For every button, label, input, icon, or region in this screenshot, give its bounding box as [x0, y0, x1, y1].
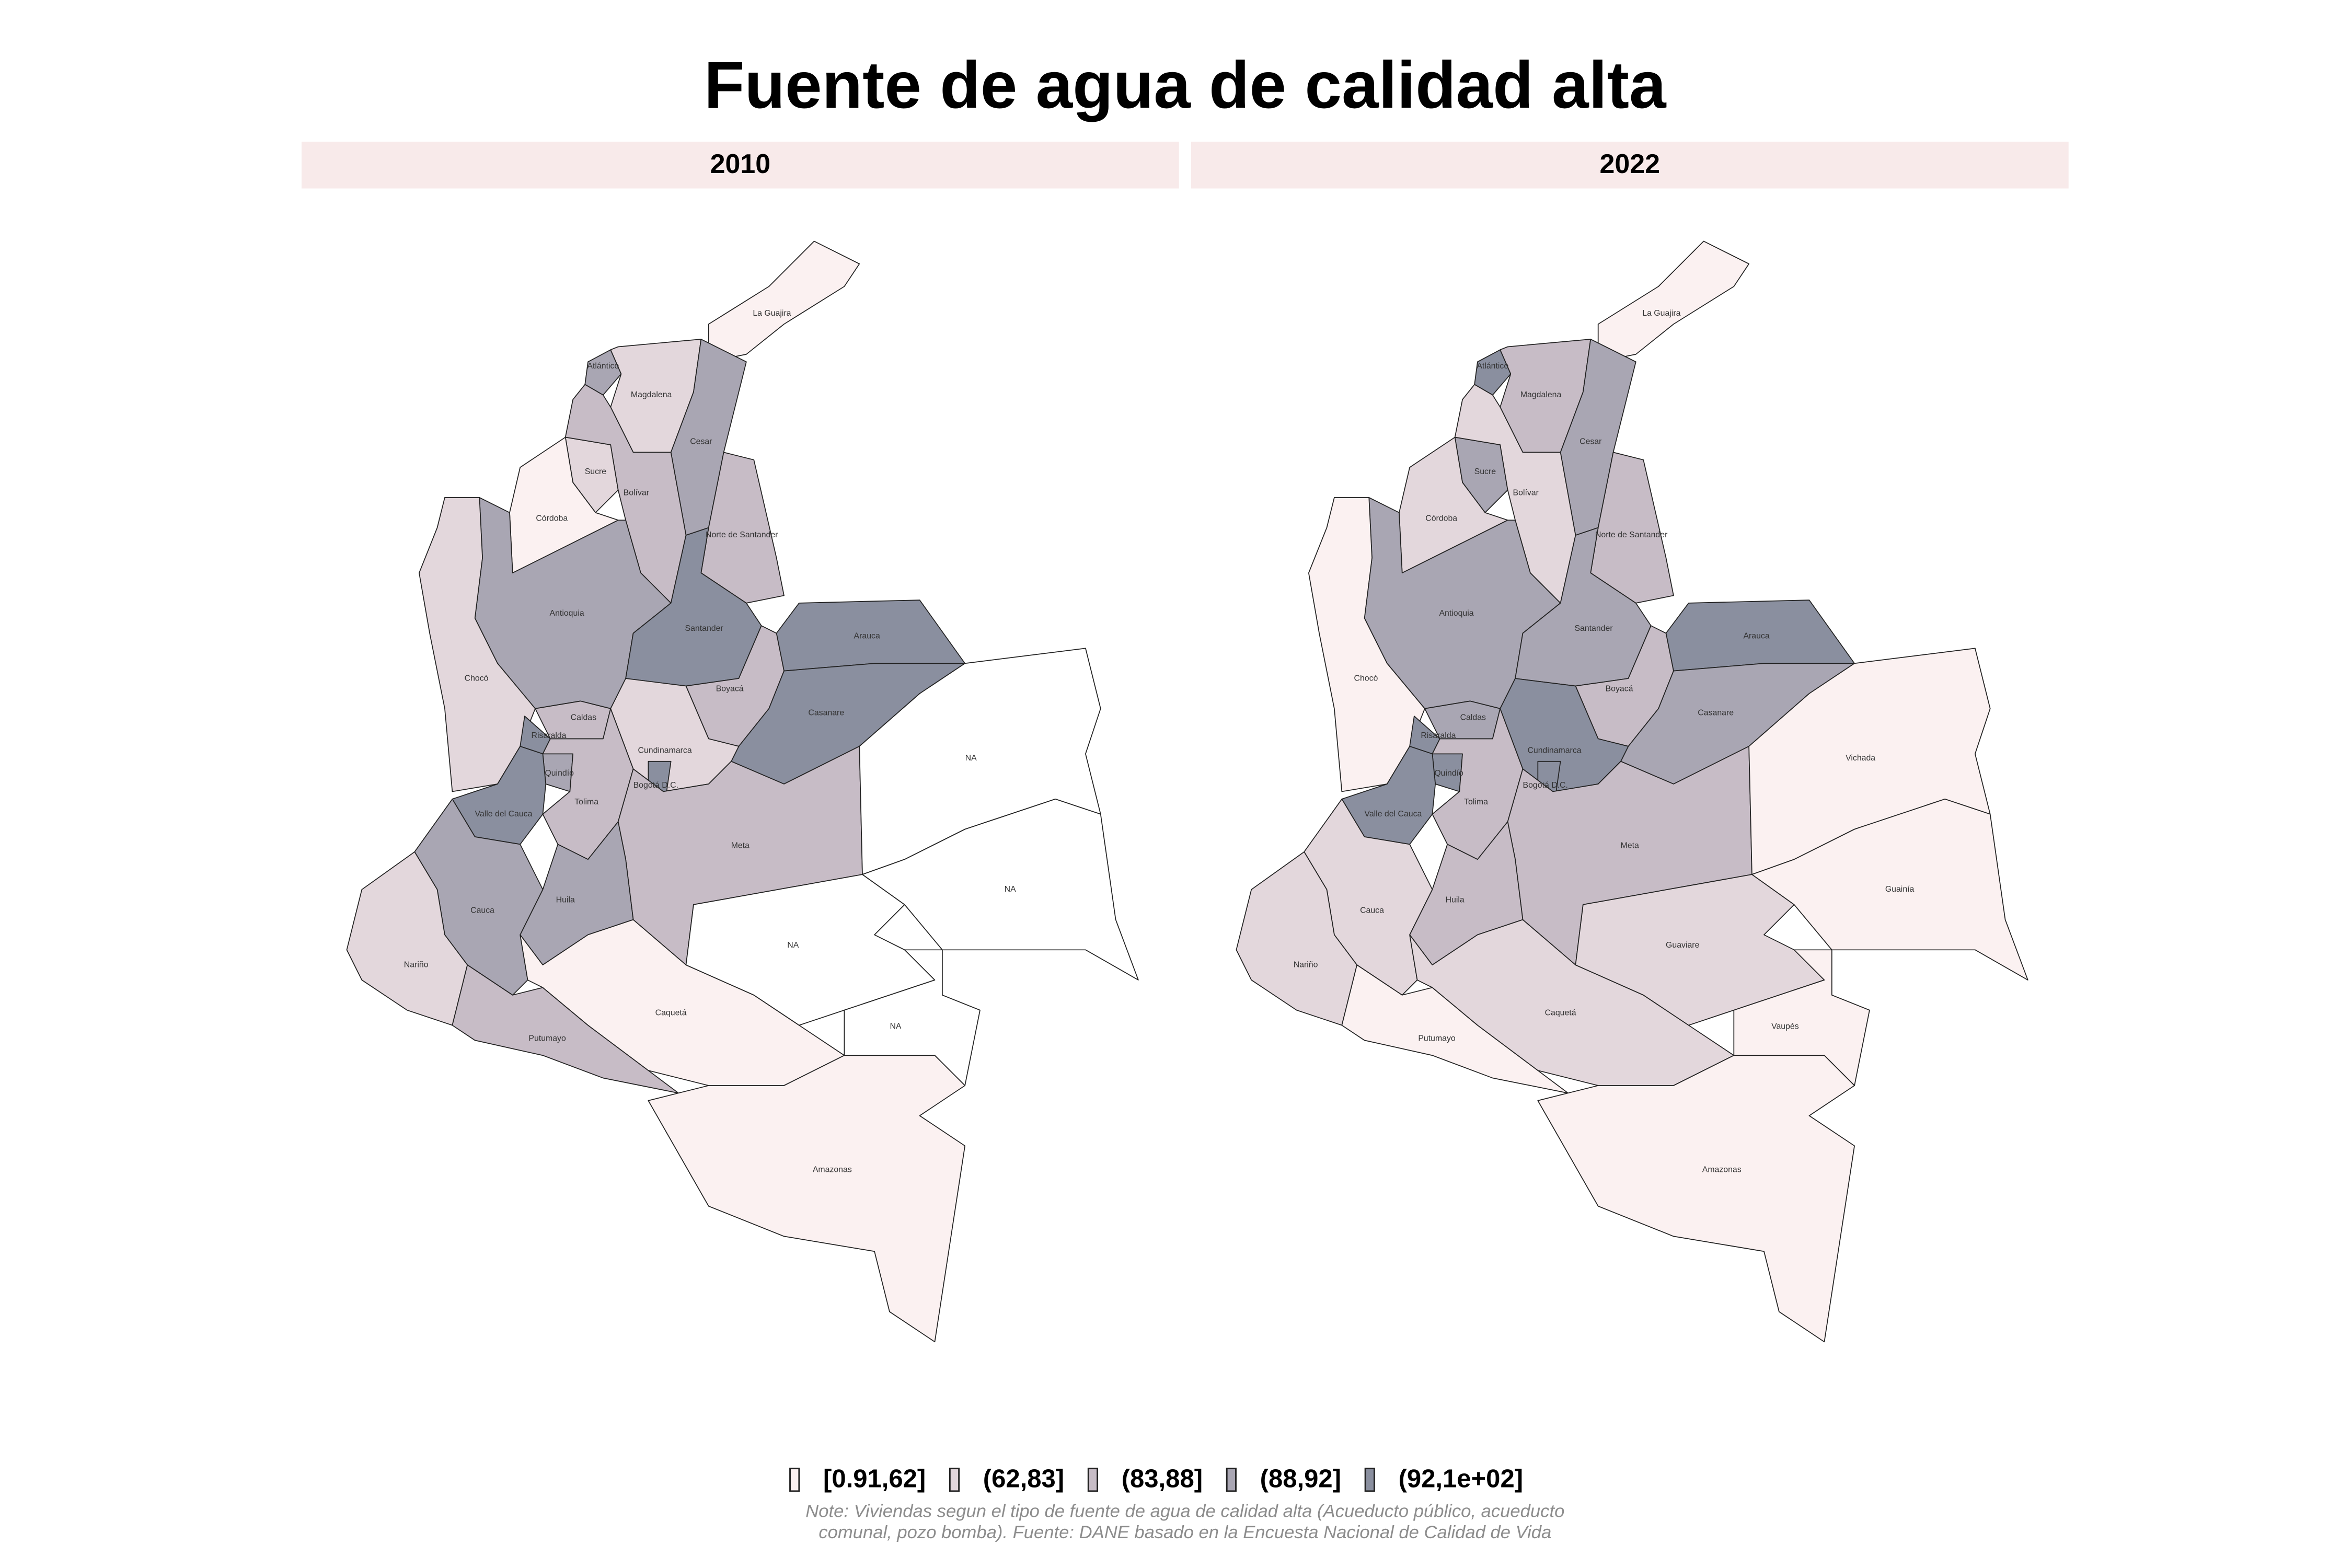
- department-label: Quindío: [545, 769, 574, 778]
- department-label: Magdalena: [1520, 390, 1562, 399]
- department-label: Caldas: [1460, 713, 1486, 722]
- department-label: Risaralda: [1421, 731, 1456, 740]
- department-label: Caquetá: [655, 1009, 687, 1018]
- department-label: Sucre: [585, 467, 607, 476]
- department-label: Sucre: [1474, 467, 1496, 476]
- department-label: Norte de Santander: [706, 531, 778, 539]
- department-label: Atlántico: [1477, 362, 1508, 371]
- panel-title: 2010: [710, 149, 770, 179]
- legend-label: (88,92]: [1260, 1465, 1341, 1493]
- legend: [0.91,62] (62,83] (83,88] (88,92] (92,1e+02]: [789, 1465, 1523, 1493]
- department-label: Risaralda: [532, 731, 567, 740]
- panel-strip: [1191, 142, 2069, 189]
- department: [1751, 798, 2028, 981]
- department-label: Bolívar: [1513, 488, 1539, 497]
- legend-label: (62,83]: [983, 1465, 1064, 1493]
- department: [648, 1055, 966, 1343]
- department: [708, 240, 860, 363]
- department-label: Bolívar: [624, 488, 650, 497]
- department-label: Santander: [1574, 624, 1613, 633]
- department-label: Huila: [1446, 895, 1465, 904]
- legend-label: (83,88]: [1122, 1465, 1203, 1493]
- department-label: Antioquia: [550, 609, 584, 618]
- department-label: Magdalena: [631, 390, 672, 399]
- title: Fuente de agua de calidad alta: [704, 48, 1667, 122]
- department-label: Boyacá: [716, 684, 744, 693]
- department: [1474, 349, 1512, 396]
- legend-swatch: [1364, 1468, 1375, 1492]
- note: comunal, pozo bomba). Fuente: DANE basad…: [818, 1523, 1551, 1542]
- legend-swatch: [949, 1468, 960, 1492]
- department-label: Arauca: [854, 631, 880, 640]
- department: [584, 349, 622, 396]
- department-label: Huila: [556, 895, 575, 904]
- department-label: Boyacá: [1606, 684, 1633, 693]
- department-label: Amazonas: [1702, 1166, 1742, 1174]
- department-label: Tolima: [1464, 798, 1488, 806]
- panel-title: 2022: [1600, 149, 1660, 179]
- department-label: Amazonas: [813, 1166, 852, 1174]
- department-label: NA: [1005, 885, 1016, 894]
- department-label: NA: [965, 754, 977, 763]
- department-label: Arauca: [1743, 631, 1769, 640]
- legend-label: (92,1e+02]: [1399, 1465, 1523, 1493]
- department-label: Atlántico: [587, 362, 619, 371]
- department: [1537, 1055, 1855, 1343]
- panel-strip: [301, 142, 1179, 189]
- department: [1236, 851, 1358, 1026]
- map-panel: 2010 La Guajira Atlántico Magdalena Cesar Suc…: [301, 142, 1179, 1343]
- department-label: Guaviare: [1666, 941, 1700, 950]
- department-label: Chocó: [1354, 674, 1378, 683]
- department: [346, 851, 468, 1026]
- department-label: Meta: [1621, 841, 1639, 850]
- department-label: Nariño: [1294, 960, 1318, 969]
- department-label: Cauca: [1360, 906, 1384, 915]
- department-label: La Guajira: [753, 309, 791, 318]
- department-label: Córdoba: [536, 514, 568, 523]
- department-label: Putumayo: [1418, 1034, 1456, 1043]
- department-label: Córdoba: [1425, 514, 1457, 523]
- department-label: Cundinamarca: [1527, 746, 1581, 755]
- department-label: NA: [787, 941, 799, 950]
- department-label: Putumayo: [528, 1034, 566, 1043]
- department-label: Vaupés: [1771, 1022, 1799, 1031]
- department-label: Cesar: [1579, 437, 1602, 446]
- department-label: Chocó: [465, 674, 489, 683]
- legend-swatch: [1087, 1468, 1099, 1492]
- department-label: Cundinamarca: [638, 746, 692, 755]
- department-label: Cauca: [470, 906, 494, 915]
- department-label: Valle del Cauca: [475, 810, 533, 818]
- department-label: Vichada: [1846, 754, 1875, 763]
- department-label: Santander: [685, 624, 724, 633]
- department: [1597, 240, 1750, 363]
- department-label: Valle del Cauca: [1364, 810, 1422, 818]
- department-label: Caldas: [571, 713, 596, 722]
- department-label: Norte de Santander: [1595, 531, 1668, 539]
- department-label: NA: [890, 1022, 901, 1031]
- map-panel: 2022 La Guajira Atlántico Magdalena Cesar Suc…: [1191, 142, 2069, 1343]
- legend-swatch: [789, 1468, 800, 1492]
- department-label: Nariño: [404, 960, 429, 969]
- legend-swatch: [1226, 1468, 1237, 1492]
- department-label: Bogotá D.C.: [633, 781, 678, 790]
- department-label: Caquetá: [1545, 1009, 1576, 1018]
- department-label: Antioquia: [1439, 609, 1473, 618]
- department-label: Casanare: [1698, 709, 1734, 718]
- legend-label: [0.91,62]: [823, 1465, 926, 1493]
- department-label: Cesar: [690, 437, 712, 446]
- department-label: Meta: [731, 841, 750, 850]
- department-label: Casanare: [808, 709, 844, 718]
- department-label: Tolima: [574, 798, 598, 806]
- department-label: Guainía: [1885, 885, 1915, 894]
- department-label: Quindío: [1434, 769, 1463, 778]
- department: [862, 798, 1139, 981]
- department-label: Bogotá D.C.: [1523, 781, 1568, 790]
- department-label: La Guajira: [1642, 309, 1680, 318]
- note: Note: Viviendas segun el tipo de fuente …: [805, 1501, 1564, 1521]
